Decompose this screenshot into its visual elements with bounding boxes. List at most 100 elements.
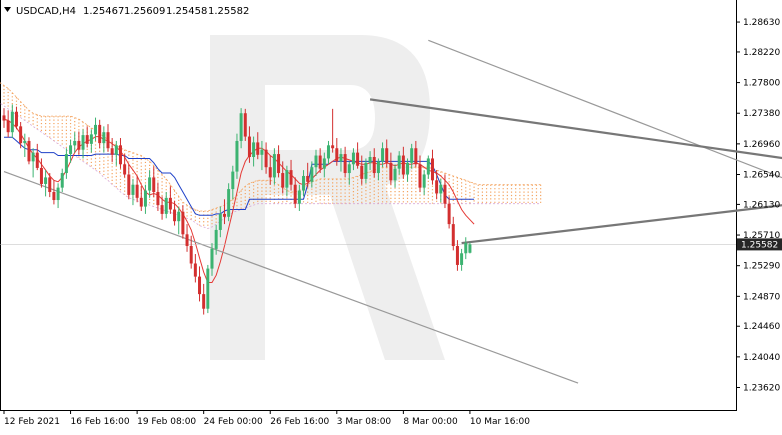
cloud-span-a: [0, 82, 541, 212]
candle-body: [160, 205, 164, 214]
y-tick-label: 1.27380: [743, 109, 780, 119]
watermark-logo: [210, 35, 445, 360]
candle-body: [260, 149, 264, 155]
candle-body: [264, 149, 268, 168]
price-badge-text: 1.25582: [741, 240, 778, 250]
candle-body: [356, 152, 360, 166]
candle-body: [131, 184, 135, 195]
candle-body: [27, 140, 31, 162]
header-open: 1.25467: [83, 6, 124, 17]
candle-body: [393, 168, 397, 181]
chart-header: USDCAD,H4 1.25467 1.25609 1.25458 1.2558…: [4, 6, 249, 17]
header-high: 1.25609: [124, 6, 165, 17]
candle-body: [69, 145, 73, 155]
candle-body: [277, 154, 281, 174]
price-badge: 1.25582: [737, 238, 782, 251]
candle-body: [214, 229, 218, 249]
candle-body: [347, 164, 351, 174]
candle-body: [464, 243, 468, 254]
candle-body: [135, 184, 139, 198]
candle-body: [339, 154, 343, 162]
channel-lower: [3, 171, 579, 384]
candle-body: [435, 180, 439, 194]
candle-body: [152, 177, 156, 193]
candle-body: [56, 187, 60, 201]
chevron-down-icon[interactable]: [4, 7, 11, 12]
candle-body: [243, 113, 247, 137]
candle-body: [52, 192, 56, 201]
candle-body: [48, 177, 52, 193]
candle-body: [2, 115, 6, 121]
x-tick-label: 26 Feb 16:00: [270, 417, 329, 427]
candle-body: [455, 245, 459, 265]
candle-body: [468, 244, 472, 253]
candle-body: [19, 126, 23, 144]
candle-body: [389, 162, 393, 181]
candle-body: [6, 120, 10, 133]
cloud-span-b: [0, 102, 541, 229]
candle-body: [239, 113, 243, 141]
y-tick-label: 1.25710: [743, 231, 780, 241]
candle-body: [376, 161, 380, 174]
x-axis: 12 Feb 2021 16 Feb 16:00 19 Feb 08:00 24 Fe…: [3, 410, 530, 427]
candle-body: [460, 253, 464, 265]
candle-body: [39, 167, 43, 184]
triangle-lower: [461, 204, 782, 245]
candle-body: [247, 136, 251, 157]
y-tick-label: 1.24870: [743, 292, 780, 302]
candle-body: [351, 152, 355, 165]
x-tick-label: 10 Mar 16:00: [470, 417, 530, 427]
candle-body: [418, 164, 422, 188]
y-tick-label: 1.27800: [743, 79, 780, 89]
candle-body: [156, 192, 160, 206]
candle-body: [127, 174, 131, 195]
candle-body: [360, 165, 364, 179]
candle-body: [139, 197, 143, 207]
candle-body: [168, 197, 172, 210]
candle-body: [443, 184, 447, 204]
candle-body: [181, 211, 185, 235]
candle-body: [314, 155, 318, 168]
candle-body: [268, 167, 272, 178]
candle-body: [218, 213, 222, 230]
candle-body: [381, 148, 385, 162]
candle-body: [426, 158, 430, 175]
candle-body: [193, 263, 197, 277]
x-tick-label: 24 Feb 00:00: [204, 417, 263, 427]
y-tick-label: 1.28630: [743, 18, 780, 28]
candle-body: [189, 245, 193, 264]
candle-body: [406, 162, 410, 175]
candle-body: [177, 211, 181, 222]
candle-body: [322, 158, 326, 169]
candle-body: [235, 140, 239, 172]
candle-body: [222, 213, 226, 217]
candle-body: [143, 190, 147, 207]
candle-body: [306, 175, 310, 182]
header-low: 1.25458: [166, 6, 207, 17]
candle-body: [372, 156, 376, 174]
candle-body: [318, 155, 322, 169]
candle-body: [73, 140, 77, 146]
kijun-line: [4, 136, 475, 216]
x-tick-label: 19 Feb 08:00: [137, 417, 196, 427]
y-tick-label: 1.26540: [743, 170, 780, 180]
candle-body: [256, 142, 260, 155]
candle-body: [164, 197, 168, 214]
y-tick-label: 1.23620: [743, 383, 780, 393]
candle-body: [10, 111, 14, 133]
candle-body: [439, 184, 443, 194]
candle-body: [293, 184, 297, 204]
candle-body: [81, 135, 85, 150]
candle-body: [368, 156, 372, 163]
candles: [2, 104, 472, 315]
candle-body: [31, 152, 35, 162]
candle-body: [281, 173, 285, 188]
candle-body: [335, 148, 339, 162]
candle-body: [14, 111, 18, 127]
x-tick-label: 12 Feb 2021: [4, 417, 60, 427]
candle-body: [331, 145, 335, 149]
candle-body: [85, 135, 89, 144]
candle-body: [210, 248, 214, 269]
